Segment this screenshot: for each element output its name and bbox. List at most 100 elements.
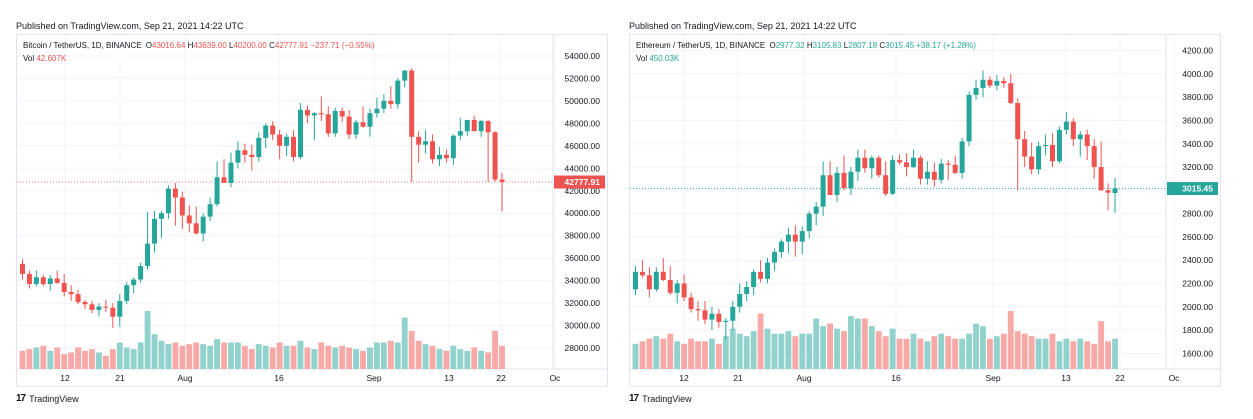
volume-bar (639, 341, 646, 369)
candle-body (152, 218, 158, 244)
change-value: +38.17 (+1.28%) (916, 41, 976, 50)
volume-bars (632, 311, 1118, 369)
candle (931, 162, 937, 187)
candle (688, 292, 694, 313)
candle (499, 172, 505, 211)
candle-body (1091, 146, 1097, 168)
candle (751, 269, 757, 296)
volume-bar (667, 333, 674, 369)
candle-body (499, 179, 505, 183)
eth-chart-frame[interactable]: Ethereum / TetherUS, 1D, BINANCE O2977.3… (629, 34, 1221, 387)
volume-bar (848, 316, 854, 369)
volume-bar (26, 349, 33, 369)
time-tick-label: 12 (60, 373, 70, 383)
candle (172, 182, 178, 226)
candle (186, 205, 192, 233)
candle (910, 149, 916, 169)
candle-body (820, 175, 826, 207)
candle (68, 285, 74, 301)
time-tick-label: Aug (177, 373, 192, 383)
candle (938, 158, 944, 184)
candle-body (667, 280, 673, 293)
candle (40, 275, 46, 287)
volume-bar (422, 344, 429, 369)
volume-bar (109, 349, 116, 369)
candle-body (799, 231, 805, 242)
time-tick-label: Aug (796, 373, 811, 383)
symbol-title: Bitcoin / TetherUS, 1D, BINANCE (23, 41, 142, 50)
candle-body (1022, 139, 1028, 157)
candle (862, 149, 868, 173)
candle-body (471, 119, 477, 132)
candle-body (632, 271, 638, 290)
candle-body (806, 213, 812, 232)
candle (277, 130, 283, 160)
candle (646, 267, 652, 298)
btc-chart-frame[interactable]: Bitcoin / TetherUS, 1D, BINANCE O43016.6… (16, 34, 608, 387)
volume-bar (360, 350, 366, 369)
volume-bar (464, 350, 471, 369)
tradingview-logo-icon: 17 (16, 393, 26, 404)
candle-body (485, 121, 491, 133)
eth-candlestick-chart[interactable]: 1600.00 1800.00 2000.00 2200.00 2400.00 2600.… (630, 35, 1220, 386)
candle-body (242, 150, 248, 155)
low-value: 2807.18 (848, 41, 878, 50)
btc-panel: Published on TradingView.com, Sep 21, 20… (16, 0, 626, 419)
candle (695, 300, 701, 321)
btc-candlestick-chart[interactable]: 28000.00 30000.00 32000.00 34000.00 36000.00… (17, 35, 607, 386)
candle (785, 227, 791, 254)
candle-body (1070, 121, 1076, 140)
candle (402, 70, 408, 88)
published-caption: Published on TradingView.com, Sep 21, 20… (16, 21, 244, 31)
candle (304, 105, 310, 124)
candle (980, 70, 986, 98)
volume-bar (973, 323, 979, 369)
volume-bar (681, 343, 688, 369)
price-tick-label: 48000.00 (565, 118, 601, 128)
open-value: 2977.32 (775, 41, 805, 50)
candle (179, 191, 185, 229)
candle-body (61, 282, 67, 292)
candle (959, 137, 965, 179)
candle-body (695, 309, 701, 311)
candle-body (75, 294, 81, 303)
volume-bar (917, 338, 924, 369)
grid-lines (17, 35, 556, 369)
candle (945, 160, 951, 180)
volume-bar (471, 347, 478, 369)
candle (1015, 98, 1021, 191)
candle (737, 283, 743, 313)
candle (96, 303, 102, 317)
candle (353, 119, 359, 140)
volume-bar (702, 341, 708, 369)
volume-bar (269, 347, 276, 369)
candle (103, 299, 109, 313)
volume-bar (200, 344, 207, 369)
candle (1008, 73, 1014, 105)
volume-bar (54, 347, 61, 369)
candle (339, 107, 345, 123)
time-tick-label: 16 (274, 373, 284, 383)
volume-bar (875, 331, 882, 369)
candle (924, 161, 930, 185)
volume-bar (827, 323, 833, 369)
candle (883, 161, 889, 197)
candle (771, 248, 777, 271)
volume-bar (743, 336, 750, 369)
volume-bar (695, 341, 701, 369)
volume-bar (318, 342, 325, 369)
candle-body (959, 141, 965, 173)
volume-bar (1028, 336, 1035, 369)
candle-body (952, 164, 958, 173)
candle-body (235, 150, 241, 163)
volume-bar (207, 345, 214, 369)
candle (765, 257, 771, 284)
volume-bar (1056, 341, 1063, 369)
candle (876, 155, 882, 178)
candle-body (1105, 190, 1111, 193)
price-tick-label: 2800.00 (1182, 209, 1213, 219)
price-tick-label: 2200.00 (1182, 279, 1213, 289)
candle (158, 210, 164, 238)
price-tick-label: 38000.00 (565, 231, 601, 241)
candle (1001, 77, 1007, 88)
